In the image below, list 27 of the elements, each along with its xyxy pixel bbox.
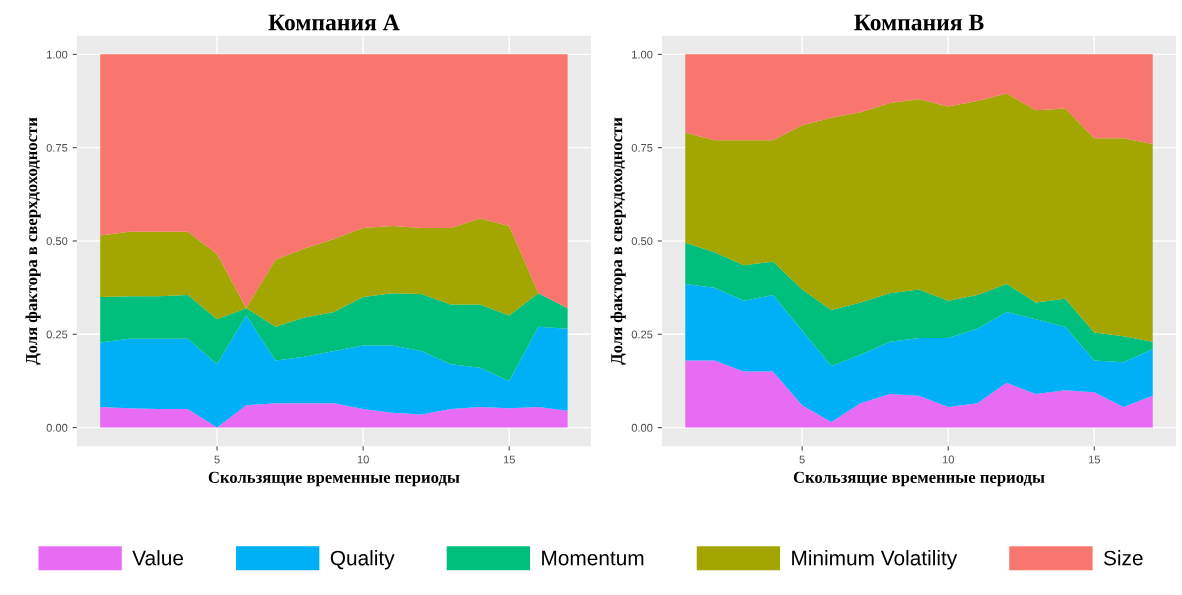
x-tick-label: 5 — [799, 455, 805, 464]
y-tick-label: 0.75 — [46, 143, 68, 152]
x-tick-label: 15 — [503, 455, 515, 464]
y-tick-label: 1.00 — [47, 50, 68, 59]
legend-label: Minimum Volatility — [792, 550, 958, 570]
legend-label: Momentum — [542, 550, 644, 566]
x-axis-title: Скользящие временные периоды — [208, 471, 460, 487]
y-tick-label: 0.25 — [46, 330, 68, 339]
y-tick-label: 0.25 — [631, 330, 653, 339]
x-tick-label: 10 — [942, 455, 954, 464]
y-tick-label: 0.50 — [631, 237, 653, 246]
x-tick-label: 15 — [1088, 455, 1100, 464]
y-axis-title: Доля фактора в сверхдоходности — [610, 117, 626, 365]
y-tick-label: 0.00 — [46, 423, 68, 432]
x-axis-title: Скользящие временные периоды — [793, 471, 1045, 487]
y-tick-label: 0.00 — [631, 423, 653, 432]
legend-label: Quality — [330, 550, 395, 570]
y-axis-title: Доля фактора в сверхдоходности — [25, 117, 41, 365]
legend-label: Size — [1103, 550, 1143, 566]
y-tick-label: 0.75 — [631, 143, 653, 152]
x-tick-label: 5 — [214, 455, 220, 464]
y-tick-label: 1.00 — [632, 50, 653, 59]
y-tick-label: 0.50 — [46, 237, 68, 246]
legend-label: Value — [132, 550, 184, 566]
x-tick-label: 10 — [357, 455, 369, 464]
chart-title: Компания А — [268, 14, 400, 31]
chart-title: Компания В — [854, 14, 984, 31]
